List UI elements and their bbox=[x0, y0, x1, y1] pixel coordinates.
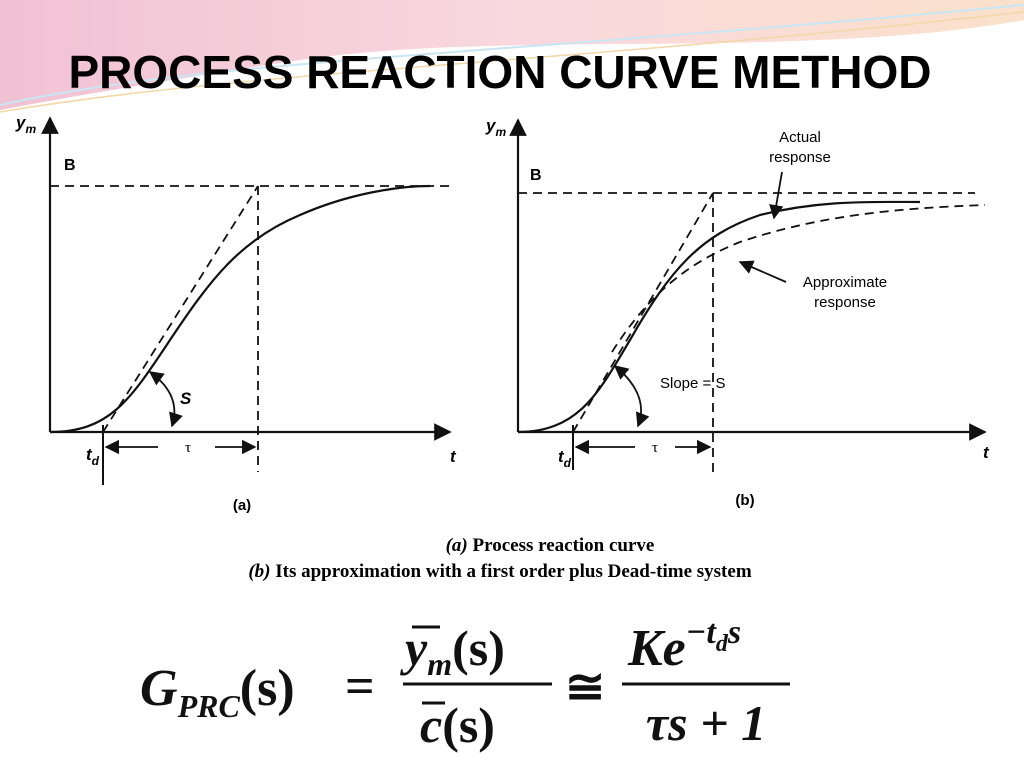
annotation-arrow bbox=[738, 260, 787, 283]
den-base: c bbox=[420, 697, 442, 753]
y-axis-label: ym bbox=[15, 113, 36, 136]
exponent: −t bbox=[686, 614, 718, 651]
response-curve bbox=[49, 184, 431, 434]
y-axis-label: ym bbox=[485, 116, 506, 139]
fraction1-denominator: c(s) bbox=[420, 697, 495, 753]
lhs-base: G bbox=[140, 660, 178, 717]
fraction2-denominator: τs + 1 bbox=[646, 695, 766, 751]
num-base: y bbox=[400, 620, 428, 676]
caption-label: (b) bbox=[248, 561, 270, 582]
label-base: t bbox=[558, 447, 565, 466]
caption-label: (a) bbox=[446, 535, 468, 556]
actual-label: Actual bbox=[779, 129, 821, 146]
actual-label: response bbox=[769, 149, 831, 166]
label-base: t bbox=[86, 445, 93, 464]
tau-label: τ bbox=[652, 440, 658, 456]
formula-lhs: GPRC(s) bbox=[140, 660, 295, 724]
formula-approx: ≅ bbox=[565, 661, 605, 714]
level-label: B bbox=[530, 167, 542, 184]
caption-text: Its approximation with a first order plu… bbox=[275, 561, 752, 582]
slope-label: Slope = S bbox=[660, 375, 725, 392]
figure-b: ym B Actual response Approximate respons… bbox=[485, 116, 990, 509]
dead-time-label: td bbox=[86, 445, 100, 468]
label-sub: d bbox=[564, 456, 572, 470]
swoosh-line bbox=[0, 11, 1024, 113]
num-sub: m bbox=[427, 646, 452, 682]
label-base: y bbox=[485, 116, 497, 135]
tangent-line bbox=[572, 192, 714, 433]
approximate-label: response bbox=[814, 294, 876, 311]
label-sub: d bbox=[92, 454, 100, 468]
dead-time-label: td bbox=[558, 447, 572, 470]
figure-label: (a) bbox=[233, 497, 251, 514]
exponent-sub: d bbox=[716, 631, 729, 657]
level-label: B bbox=[64, 157, 76, 174]
x-axis-label: t bbox=[450, 447, 457, 466]
caption-text: Process reaction curve bbox=[473, 535, 655, 556]
slope-label: S bbox=[180, 389, 192, 408]
annotation-arrow bbox=[769, 171, 784, 220]
slope-arc bbox=[613, 365, 650, 428]
approximate-label: Approximate bbox=[803, 274, 887, 291]
slope-arc bbox=[148, 371, 183, 428]
lhs-arg: (s) bbox=[240, 660, 295, 717]
formula: GPRC(s) = ym(s) c(s) ≅ Ke−tds τs + 1 bbox=[140, 614, 790, 753]
num-arg: (s) bbox=[452, 620, 505, 676]
actual-curve bbox=[517, 200, 921, 434]
fraction2-numerator: Ke−tds bbox=[627, 614, 741, 677]
approximate-curve bbox=[611, 204, 986, 353]
swoosh-line bbox=[0, 4, 1024, 106]
figure-a: ym B S td τ t (a) bbox=[15, 113, 457, 514]
figure-label: (b) bbox=[735, 492, 754, 509]
caption-line: (a) Process reaction curve bbox=[446, 535, 655, 556]
formula-equals: = bbox=[345, 658, 375, 715]
label-base: y bbox=[15, 113, 27, 132]
caption-line: (b) Its approximation with a first order… bbox=[248, 561, 751, 582]
label-sub: m bbox=[25, 122, 36, 136]
tangent-line bbox=[102, 185, 259, 433]
fraction1-numerator: ym(s) bbox=[400, 620, 505, 682]
exponent-tail: s bbox=[727, 614, 741, 651]
tau-label: τ bbox=[185, 440, 191, 456]
num-base: Ke bbox=[627, 620, 686, 677]
label-sub: m bbox=[495, 125, 506, 139]
den-arg: (s) bbox=[442, 697, 495, 753]
x-axis-label: t bbox=[983, 443, 990, 462]
slide-title: PROCESS REACTION CURVE METHOD bbox=[68, 46, 931, 98]
lhs-sub: PRC bbox=[177, 688, 241, 724]
